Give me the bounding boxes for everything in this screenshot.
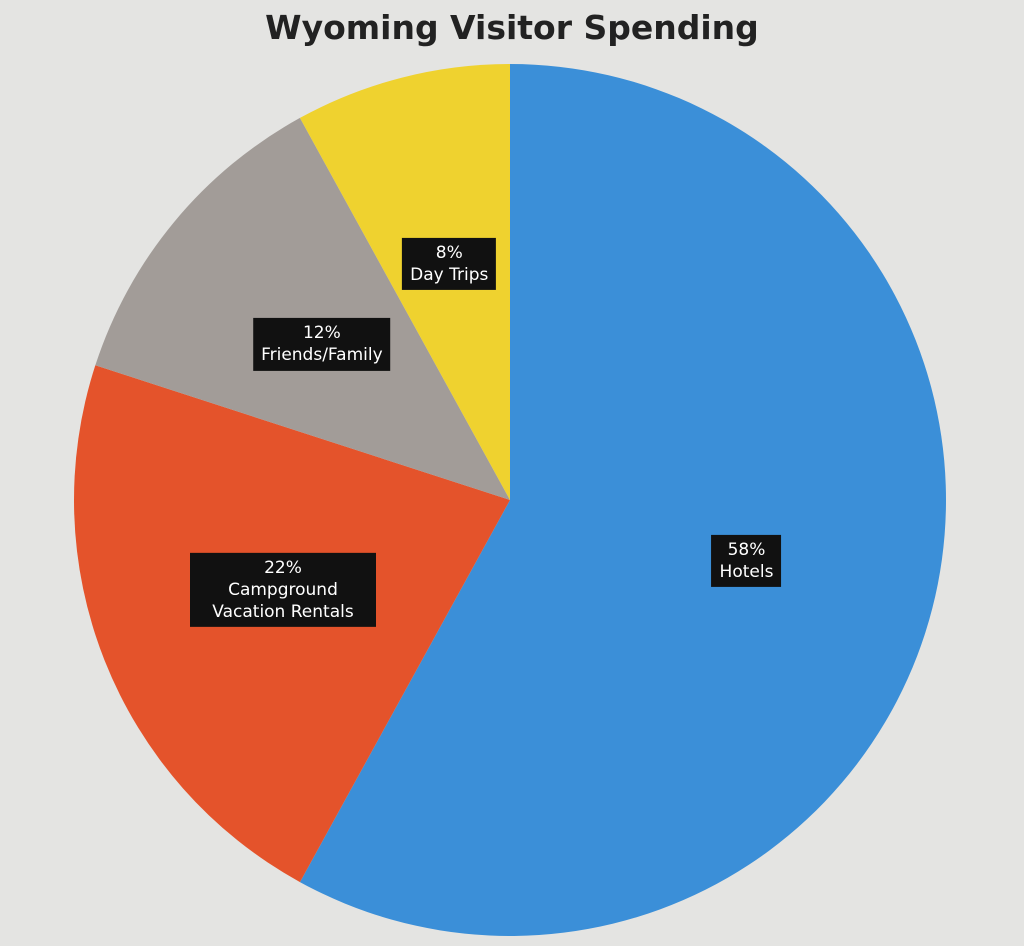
slice-label: 22% Campground Vacation Rentals xyxy=(189,552,376,628)
category-label: Day Trips xyxy=(410,264,489,285)
value-label: 22% xyxy=(264,557,302,578)
chart-title: Wyoming Visitor Spending xyxy=(265,8,759,47)
value-label: 8% xyxy=(435,242,463,263)
slice-label: 8% Day Trips xyxy=(402,237,497,290)
value-label: 58% xyxy=(727,539,766,560)
category-label: Campground Vacation Rentals xyxy=(212,579,354,622)
pie-slice xyxy=(299,64,946,936)
category-label: Hotels xyxy=(719,561,774,582)
slice-label: 12% Friends/Family xyxy=(253,318,391,371)
pie-slice xyxy=(95,117,510,500)
category-label: Friends/Family xyxy=(261,345,383,366)
value-label: 12% xyxy=(302,323,341,344)
slice-label: 58% Hotels xyxy=(711,534,782,587)
